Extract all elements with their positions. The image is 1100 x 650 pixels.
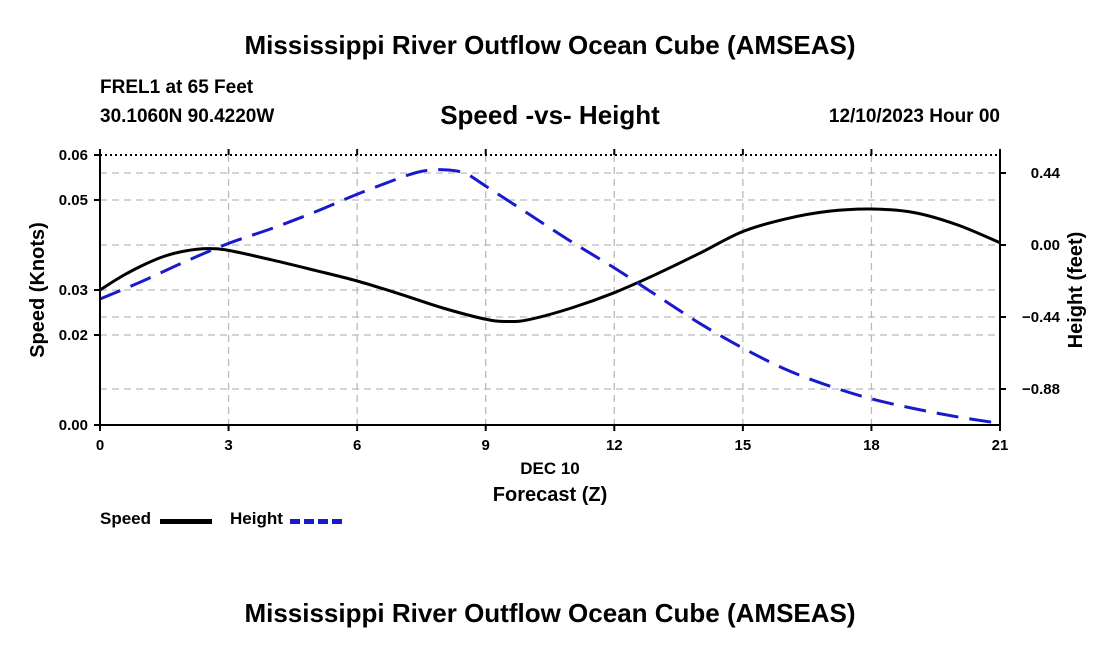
series-line-height bbox=[99, 168, 1001, 425]
y2-tick-label: −0.44 bbox=[1022, 309, 1061, 326]
y2-tick-label: −0.88 bbox=[1022, 381, 1060, 398]
y-tick-label: 0.06 bbox=[59, 147, 88, 164]
x-axis-title: Forecast (Z) bbox=[493, 484, 607, 506]
legend-height-label: Height bbox=[230, 509, 283, 528]
x-tick-label: 0 bbox=[96, 437, 104, 454]
x-tick-label: 6 bbox=[353, 437, 361, 454]
station-label: FREL1 at 65 Feet bbox=[100, 77, 254, 98]
bottom-title: Mississippi River Outflow Ocean Cube (AM… bbox=[244, 598, 856, 628]
grid-lines bbox=[100, 155, 1000, 425]
series-layer bbox=[99, 168, 1001, 425]
legend-speed-label: Speed bbox=[100, 509, 152, 528]
y2-tick-label: 0.00 bbox=[1031, 237, 1060, 254]
chart-subtitle: Speed -vs- Height bbox=[440, 100, 660, 130]
y-axis-title: Speed (Knots) bbox=[27, 222, 49, 358]
y-tick-label: 0.03 bbox=[59, 282, 88, 299]
axis-labels: 0 3 6 9 12 15 18 21 0.00 0.02 0.03 0.05 0.06 0.44 0.00… bbox=[27, 147, 1087, 506]
x-tick-label: 21 bbox=[992, 437, 1009, 454]
y2-axis-title: Height (feet) bbox=[1065, 232, 1087, 349]
x-tick-label: 18 bbox=[863, 437, 880, 454]
x-tick-label: 3 bbox=[224, 437, 232, 454]
x-tick-label: 15 bbox=[735, 437, 752, 454]
main-title: Mississippi River Outflow Ocean Cube (AM… bbox=[244, 30, 856, 60]
y2-tick-label: 0.44 bbox=[1031, 165, 1061, 182]
y-tick-label: 0.00 bbox=[59, 417, 88, 434]
axes bbox=[94, 149, 1006, 431]
legend-speed-swatch bbox=[160, 519, 212, 524]
legend-height-swatch bbox=[290, 519, 342, 524]
y-tick-label: 0.02 bbox=[59, 327, 88, 344]
forecast-datetime: 12/10/2023 Hour 00 bbox=[828, 106, 1000, 127]
series-line-speed bbox=[99, 207, 1001, 324]
y-tick-label: 0.05 bbox=[59, 192, 88, 209]
x-tick-label: 9 bbox=[482, 437, 490, 454]
station-coordinates: 30.1060N 90.4220W bbox=[100, 106, 275, 127]
x-axis-date-label: DEC 10 bbox=[520, 459, 580, 478]
x-tick-label: 12 bbox=[606, 437, 623, 454]
